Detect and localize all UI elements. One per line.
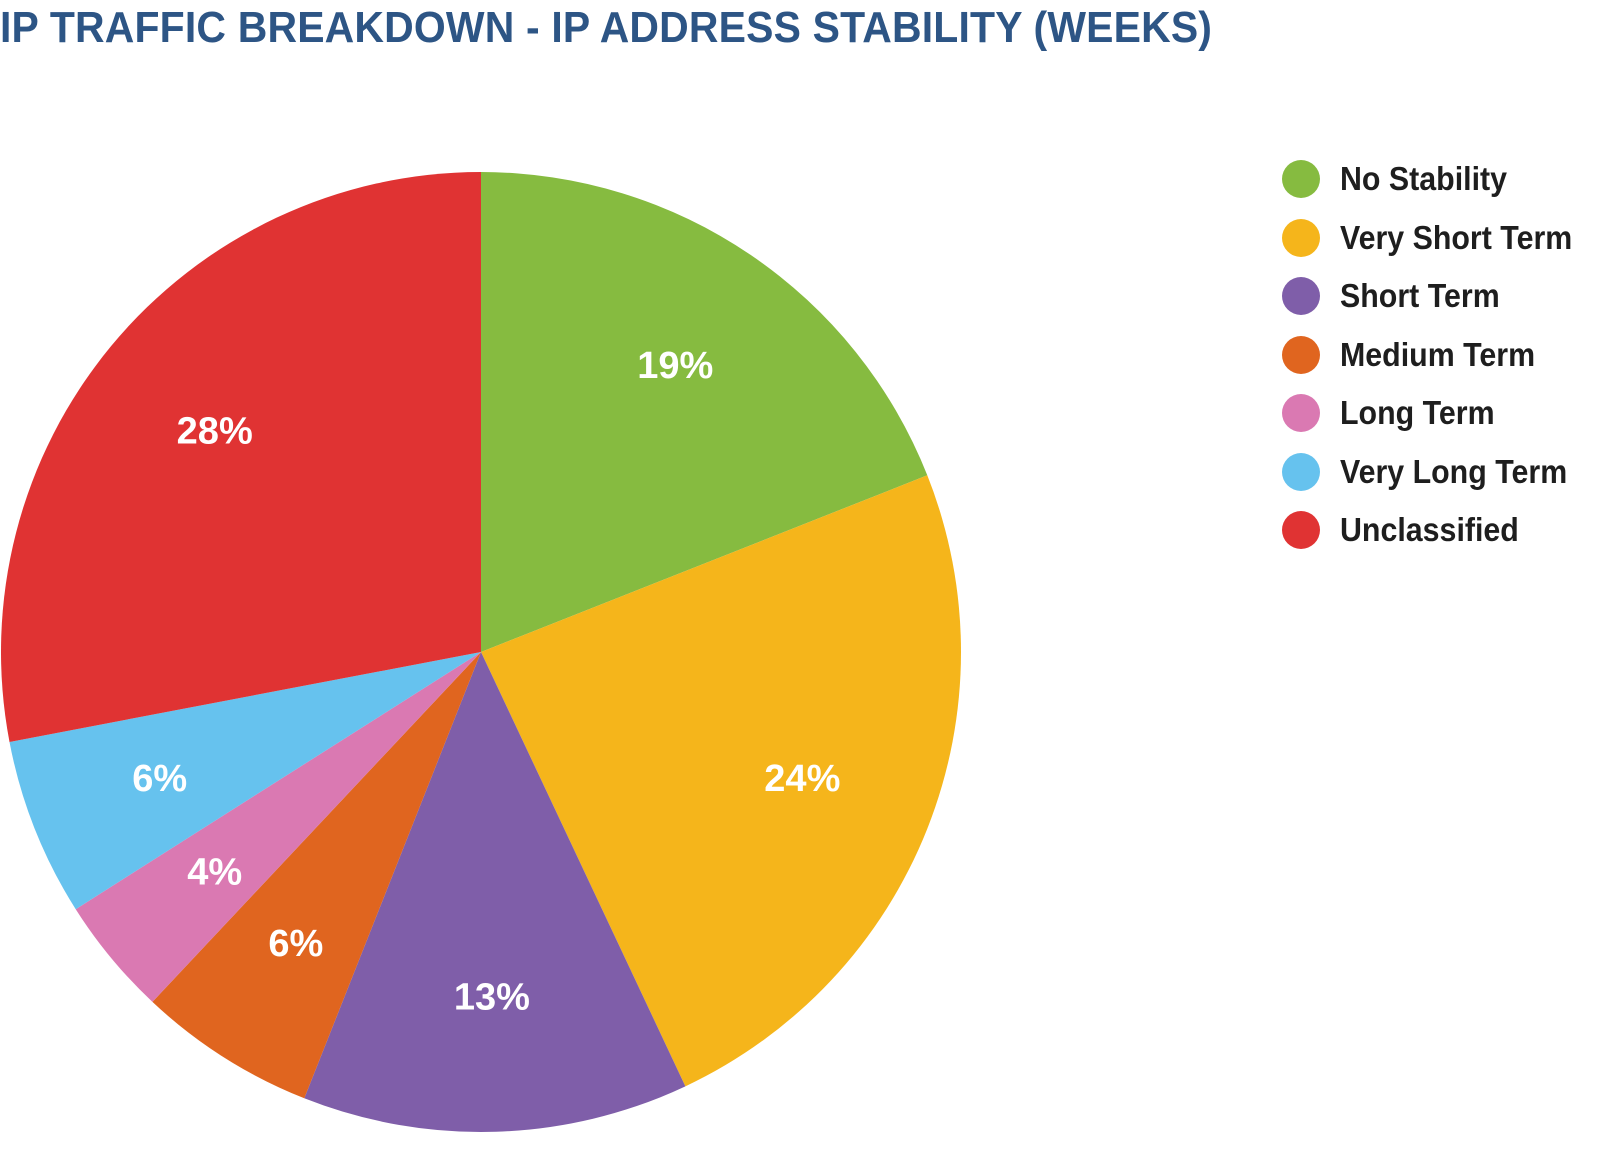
legend-item-unclassified: Unclassified <box>1282 501 1600 560</box>
pie-slice-unclassified <box>0 172 482 742</box>
legend-swatch <box>1282 160 1320 199</box>
chart-legend: No Stability Very Short Term Short Term Med… <box>1282 150 1600 560</box>
legend-label: Short Term <box>1340 277 1500 315</box>
slice-value-label-very-long-term: 6% <box>132 758 187 800</box>
pie-slice-very-short-term <box>481 475 962 1087</box>
legend-label: Unclassified <box>1340 511 1519 549</box>
pie-slice-very-long-term <box>9 652 482 910</box>
pie-slice-medium-term <box>152 652 481 1099</box>
legend-swatch <box>1282 452 1320 491</box>
pie-slice-no-stability <box>481 172 928 652</box>
pie-slice-long-term <box>75 652 481 1002</box>
legend-swatch <box>1282 277 1320 316</box>
chart-title: IP TRAFFIC BREAKDOWN - IP ADDRESS STABIL… <box>0 3 1213 52</box>
legend-label: Very Long Term <box>1340 452 1568 490</box>
legend-swatch <box>1282 218 1320 257</box>
legend-swatch <box>1282 511 1320 550</box>
legend-item-medium-term: Medium Term <box>1282 326 1600 385</box>
legend-label: Medium Term <box>1340 335 1536 373</box>
slice-value-label-long-term: 4% <box>187 851 242 893</box>
legend-item-no-stability: No Stability <box>1282 150 1600 209</box>
legend-label: No Stability <box>1340 160 1508 198</box>
legend-item-short-term: Short Term <box>1282 267 1600 326</box>
slice-value-label-short-term: 13% <box>454 976 530 1018</box>
legend-swatch <box>1282 394 1320 433</box>
legend-item-very-short-term: Very Short Term <box>1282 209 1600 268</box>
slice-value-label-medium-term: 6% <box>268 923 323 965</box>
legend-label: Very Short Term <box>1340 218 1573 256</box>
legend-item-long-term: Long Term <box>1282 384 1600 443</box>
slice-value-label-very-short-term: 24% <box>764 758 840 800</box>
legend-label: Long Term <box>1340 394 1495 432</box>
pie-slice-short-term <box>304 652 686 1133</box>
legend-item-very-long-term: Very Long Term <box>1282 443 1600 502</box>
legend-swatch <box>1282 335 1320 374</box>
slice-value-label-unclassified: 28% <box>177 411 253 453</box>
slice-value-label-no-stability: 19% <box>637 345 713 387</box>
